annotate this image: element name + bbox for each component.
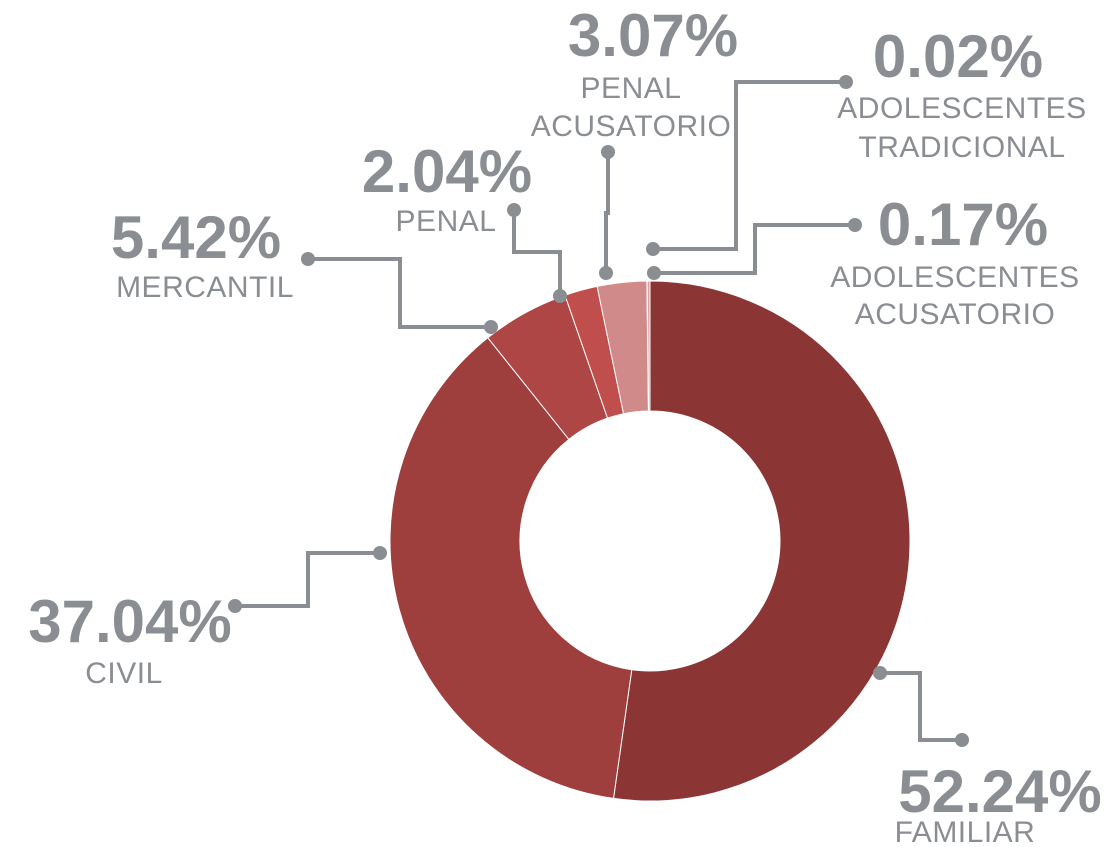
slice-adolescentes-acusatorio — [646, 280, 651, 412]
leader-line-mercantil — [308, 257, 491, 329]
leader-line-adolescentes-acusatorio — [654, 223, 855, 275]
slice-civil — [389, 337, 633, 799]
category-label-penal-acusatorio-line-2: ACUSATORIO — [531, 110, 732, 143]
data-label-familiar: 52.24% — [898, 758, 1102, 825]
leader-dot-familiar-start — [873, 666, 887, 680]
category-label-civil: CIVIL — [85, 657, 163, 690]
category-label-adolescentes-tradicional-line-1: ADOLESCENTES — [837, 92, 1086, 125]
leader-dot-familiar-end — [955, 733, 969, 747]
leader-dot-adolescentes-tradicional-end — [839, 75, 853, 89]
data-label-civil: 37.04% — [28, 588, 232, 655]
leader-dot-adolescentes-acusatorio-end — [848, 218, 862, 232]
data-label-mercantil: 5.42% — [111, 204, 281, 271]
data-label-penal-acusatorio: 3.07% — [568, 2, 738, 69]
category-label-adolescentes-acusatorio-line-2: ACUSATORIO — [855, 298, 1056, 331]
leader-dot-penal-acusatorio-start — [599, 266, 613, 280]
category-label-familiar: FAMILIAR — [895, 816, 1036, 847]
slice-familiar — [612, 280, 911, 802]
leader-line-familiar — [880, 671, 962, 742]
leader-line-penal — [512, 210, 562, 296]
category-label-penal: PENAL — [396, 205, 497, 238]
leader-dot-mercantil-start — [484, 320, 498, 334]
category-label-mercantil: MERCANTIL — [116, 271, 294, 304]
leader-dot-adolescentes-acusatorio-start — [647, 266, 661, 280]
leader-dot-civil-start — [373, 546, 387, 560]
category-label-adolescentes-tradicional-line-2: TRADICIONAL — [858, 131, 1065, 164]
leader-line-adolescentes-tradicional — [653, 80, 846, 251]
leader-dot-civil-end — [228, 599, 242, 613]
leader-dot-adolescentes-tradicional-start — [646, 242, 660, 256]
category-label-adolescentes-acusatorio-line-1: ADOLESCENTES — [830, 261, 1079, 294]
leader-line-penal-acusatorio — [604, 152, 610, 273]
leader-dot-mercantil-end — [301, 252, 315, 266]
leader-dot-penal-acusatorio-end — [601, 145, 615, 159]
data-label-adolescentes-acusatorio: 0.17% — [878, 191, 1048, 258]
category-label-penal-acusatorio-line-1: PENAL — [581, 72, 682, 105]
leader-line-civil — [235, 551, 380, 608]
data-label-adolescentes-tradicional: 0.02% — [873, 23, 1043, 90]
data-label-penal: 2.04% — [362, 138, 532, 205]
leader-dot-penal-end — [507, 203, 521, 217]
leader-dot-penal-start — [553, 289, 567, 303]
